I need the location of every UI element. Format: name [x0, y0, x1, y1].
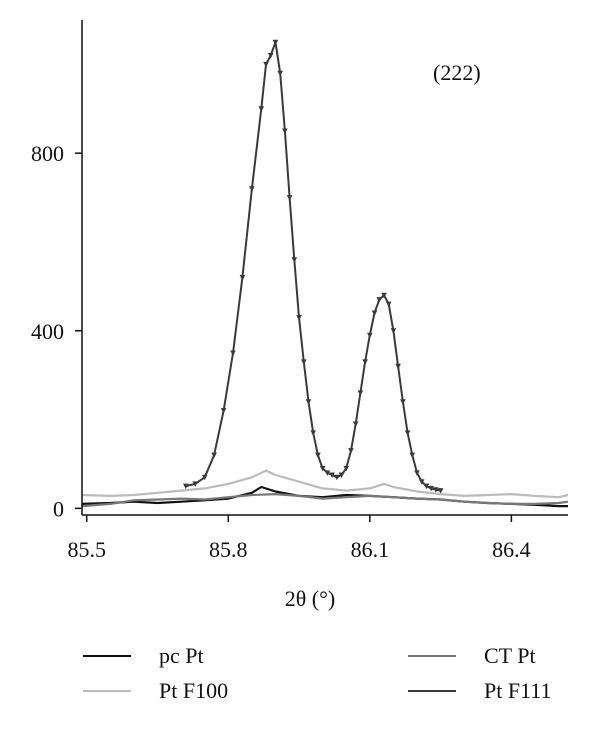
series-point-pt-f111	[352, 421, 359, 427]
panel-annotation: (222)	[433, 60, 481, 85]
series-point-pt-f111	[220, 408, 227, 414]
series-point-pt-f111	[400, 399, 406, 405]
series-point-pt-f111	[409, 452, 416, 459]
x-tick-label: 85.8	[209, 537, 248, 562]
series-layer	[81, 39, 569, 508]
series-line-ct-pt	[81, 493, 569, 508]
legend-label-ct-pt: CT Pt	[484, 643, 536, 668]
series-point-pt-f111	[362, 359, 368, 365]
series-line-pt-f111	[185, 41, 441, 492]
series-point-pt-f111	[258, 106, 265, 112]
x-tick-label: 86.1	[351, 537, 390, 562]
series-point-pt-f111	[395, 363, 401, 370]
x-tick-label: 85.5	[67, 537, 106, 562]
series-point-pt-f111	[183, 483, 189, 490]
legend-label-pt-f100: Pt F100	[159, 678, 228, 703]
series-point-pt-f111	[437, 488, 444, 494]
series-point-pt-f111	[390, 328, 397, 334]
series-point-pt-f111	[296, 314, 302, 321]
series-point-pt-f111	[423, 483, 430, 490]
series-point-pt-f111	[343, 465, 350, 472]
legend: pc Pt CT Pt Pt F100 Pt F111	[83, 643, 551, 703]
legend-label-pt-f111: Pt F111	[484, 678, 551, 703]
series-point-pt-f111	[385, 301, 392, 308]
series-point-pt-f111	[371, 310, 378, 317]
series-point-pt-f111	[310, 430, 317, 436]
series-point-pt-f111	[263, 61, 269, 68]
series-point-pt-f111	[249, 186, 255, 192]
series-point-pt-f111	[338, 472, 345, 479]
series-point-pt-f111	[324, 470, 331, 476]
series-point-pt-f111	[357, 390, 364, 396]
series-point-pt-f111	[381, 292, 387, 299]
series-point-pt-f111	[319, 465, 326, 472]
series-point-pt-f111	[286, 195, 293, 201]
series-point-pt-f111	[211, 452, 217, 459]
series-point-pt-f111	[414, 470, 420, 476]
x-axis-title: 2θ (°)	[285, 586, 336, 611]
x-ticks: 85.5 85.8 86.1 86.4	[67, 515, 531, 562]
series-point-pt-f111	[333, 474, 340, 481]
series-point-pt-f111	[201, 474, 208, 481]
series-point-pt-f111	[367, 332, 373, 339]
series-point-pt-f111	[418, 479, 425, 485]
y-ticks: 0 400 800	[31, 141, 82, 521]
series-point-pt-f111	[329, 472, 335, 479]
series-point-pt-f111	[315, 452, 321, 459]
series-point-pt-f111	[300, 359, 307, 365]
series-point-pt-f111	[282, 128, 288, 134]
series-point-pt-f111	[272, 39, 279, 46]
series-point-pt-f111	[277, 70, 283, 77]
series-point-pt-f111	[433, 487, 439, 493]
series-point-pt-f111	[428, 485, 434, 492]
y-tick-label: 800	[31, 141, 64, 166]
series-point-pt-f111	[348, 448, 354, 454]
series-point-pt-f111	[267, 53, 274, 59]
y-tick-label: 400	[31, 319, 64, 344]
series-point-pt-f111	[291, 257, 298, 263]
x-tick-label: 86.4	[492, 537, 531, 562]
series-point-pt-f111	[239, 274, 246, 281]
series-point-pt-f111	[192, 481, 199, 487]
legend-label-pc-pt: pc Pt	[159, 643, 204, 668]
y-tick-label: 0	[53, 496, 64, 521]
series-point-pt-f111	[230, 350, 236, 356]
series-point-pt-f111	[404, 430, 411, 436]
series-point-pt-f111	[305, 399, 312, 405]
series-line-pt-f100	[81, 469, 569, 499]
series-point-pt-f111	[376, 297, 383, 303]
